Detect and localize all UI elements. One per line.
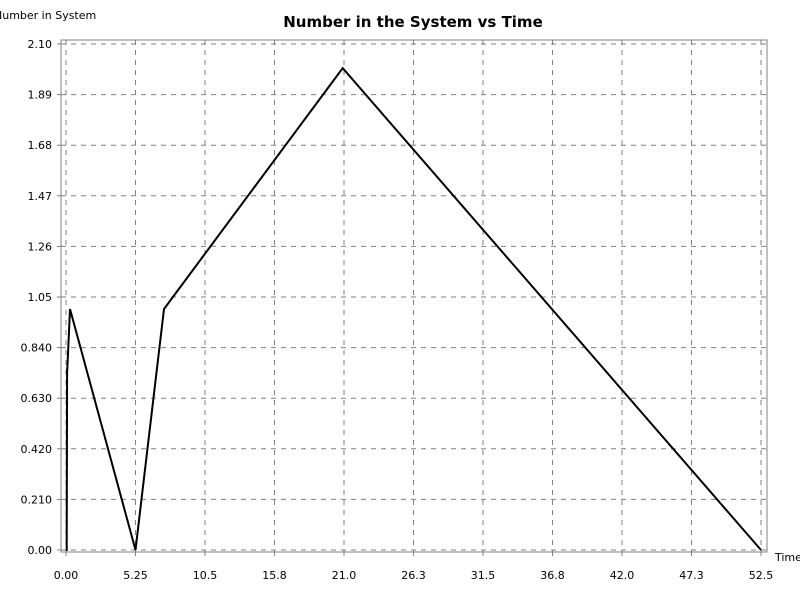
x-tick-label: 47.3	[679, 569, 704, 582]
y-tick-label: 0.630	[21, 392, 53, 405]
y-tick-label: 1.47	[28, 190, 53, 203]
x-tick-label: 31.5	[471, 569, 496, 582]
chart-title: Number in the System vs Time	[283, 13, 543, 31]
series-line	[65, 66, 762, 551]
y-tick-label: 0.840	[21, 342, 53, 355]
y-axis-label: Number in System	[0, 9, 96, 22]
x-tick-label: 26.3	[401, 569, 426, 582]
y-tick-label: 1.26	[28, 240, 53, 253]
y-tick-label: 2.10	[28, 38, 53, 51]
y-tick-label: 1.68	[28, 139, 53, 152]
axis-ticks: 0.00 5.25 10.5 15.8 21.0 26.3 31.5 36.8 42.0 47.3…	[21, 38, 774, 582]
x-tick-label: 5.25	[123, 569, 148, 582]
y-tick-label: 0.420	[21, 443, 53, 456]
y-tick-label: 1.89	[28, 89, 53, 102]
series-layer	[65, 66, 762, 551]
y-tick-label: 0.210	[21, 493, 53, 506]
x-tick-label: 21.0	[332, 569, 357, 582]
grid-lines	[61, 40, 767, 552]
x-tick-label: 10.5	[193, 569, 218, 582]
x-tick-label: 52.5	[749, 569, 774, 582]
x-tick-label: 0.00	[54, 569, 79, 582]
y-tick-label: 1.05	[28, 291, 53, 304]
x-tick-label: 36.8	[540, 569, 565, 582]
x-tick-label: 42.0	[610, 569, 635, 582]
x-axis-label: Time	[774, 551, 800, 564]
y-tick-label: 0.00	[28, 544, 53, 557]
x-tick-label: 15.8	[262, 569, 287, 582]
